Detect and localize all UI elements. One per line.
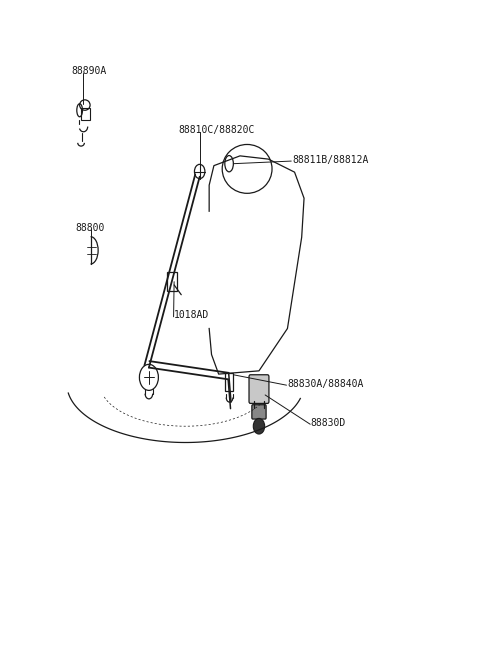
Text: 1018AD: 1018AD [174,311,209,321]
Text: 88830D: 88830D [310,418,346,428]
Text: 88890A: 88890A [72,66,107,76]
Text: 88800: 88800 [75,223,104,233]
Text: 88810C/88820C: 88810C/88820C [179,125,255,135]
Bar [225,373,233,391]
FancyBboxPatch shape [249,374,269,403]
FancyBboxPatch shape [252,405,266,419]
Text: 88811B/88812A: 88811B/88812A [292,156,369,166]
Bar [167,272,177,292]
Text: 88830A/88840A: 88830A/88840A [288,379,364,389]
Circle shape [253,419,264,434]
Bar [81,108,90,120]
